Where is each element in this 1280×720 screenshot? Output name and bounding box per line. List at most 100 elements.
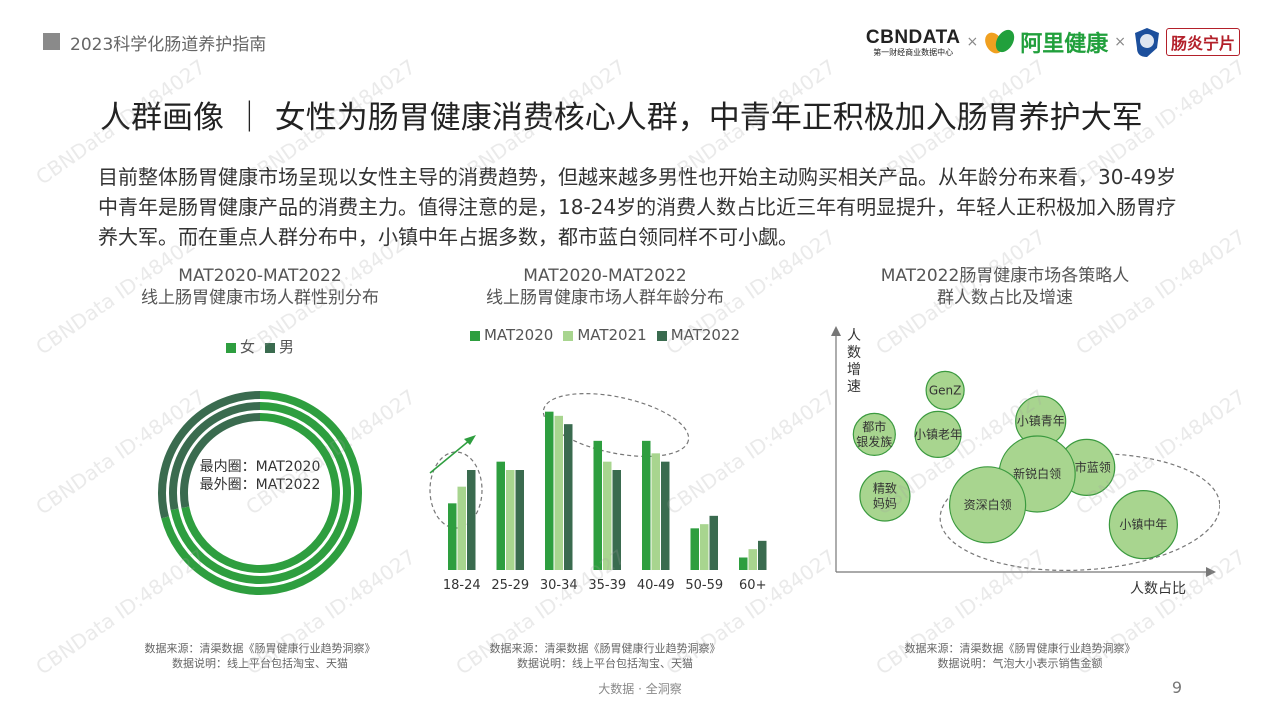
age-bar-chart: 18-24 25-29 30-34 35-39 40-49 50-59 60+	[429, 392, 767, 593]
age-chart-source: 数据来源：清渠数据《肠胃健康行业趋势洞察》 数据说明：线上平台包括淘宝、天猫	[440, 641, 770, 671]
bar-18-24-mat2022	[467, 470, 476, 570]
alihealth-leaf-icon	[985, 29, 1015, 54]
bubble-y-label: 人数增速	[847, 328, 861, 395]
x-tick-label-18-24: 18-24	[443, 578, 481, 593]
bubble-source-line1: 数据来源：清渠数据《肠胃健康行业趋势洞察》	[904, 642, 1136, 655]
alihealth-logo-text: 阿里健康	[1020, 32, 1109, 57]
legend-item-mat2021: MAT2021	[563, 326, 647, 344]
x-tick-label-25-29: 25-29	[491, 578, 529, 593]
legend-item-female: 女	[225, 336, 255, 357]
y-axis-arrow	[831, 326, 841, 336]
bar-60+-mat2022	[758, 540, 767, 570]
legend-item-male: 男	[265, 336, 294, 357]
growth-arrow	[429, 439, 471, 474]
page-headline: 人群画像 ｜ 女性为肠胃健康消费核心人群，中青年正积极加入肠胃养护大军	[100, 100, 1143, 136]
x-tick-label-30-34: 30-34	[540, 578, 578, 593]
bar-40-49-mat2021	[651, 453, 660, 570]
bar-35-39-mat2022	[612, 470, 621, 570]
x-tick-label-50-59: 50-59	[685, 578, 723, 593]
bubble-小镇老年	[914, 410, 962, 459]
donut-arc-mat2020-male	[180, 413, 261, 508]
cbndata-logo: CBNDATA 第一财经商业数据中心	[866, 28, 961, 57]
brand-logo-text: 肠炎宁片	[1165, 28, 1240, 56]
bubble-资深白领	[949, 466, 1027, 544]
age-chart-title: MAT2020-MAT2022 线上肠胃健康市场人群年龄分布	[440, 265, 770, 309]
legend-item-mat2020: MAT2020	[469, 326, 553, 344]
donut-center-label-outer: 最外圈：MAT2022	[200, 477, 321, 493]
report-title: 2023科学化肠道养护指南	[70, 35, 267, 55]
bubble-label-小镇老年: 小镇老年	[914, 427, 962, 441]
x-tick-label-35-39: 35-39	[588, 578, 626, 593]
bar-30-34-mat2022	[564, 424, 573, 570]
donut-arc-mat2021-male	[169, 402, 261, 511]
bar-50-59-mat2021	[700, 524, 709, 570]
donut-center-label-inner: 最内圈：MAT2020	[200, 459, 321, 475]
bar-30-34-mat2020	[545, 411, 554, 570]
bubble-精致妈妈	[859, 470, 911, 522]
gender-chart-title-line1: MAT2020-MAT2022	[178, 266, 342, 286]
bubble-label-资深白领: 资深白领	[964, 497, 1012, 512]
bubble-chart-title: MAT2022肠胃健康市场各策略人 群人数占比及增速	[840, 265, 1170, 309]
report-marker	[43, 33, 60, 50]
bar-25-29-mat2022	[515, 470, 524, 570]
summary-paragraph: 目前整体肠胃健康市场呈现以女性主导的消费趋势，但越来越多男性也开始主动购买相关产…	[98, 165, 1177, 249]
bar-35-39-mat2020	[593, 440, 602, 570]
x-tick-label-40-49: 40-49	[637, 578, 675, 593]
footer-tagline: 大数据 · 全洞察	[598, 682, 682, 696]
cbndata-logo-subtext: 第一财经商业数据中心	[873, 47, 954, 57]
bubble-GenZ	[925, 370, 965, 411]
donut-arc-mat2021-female	[170, 402, 351, 584]
bar-25-29-mat2021	[506, 470, 515, 570]
growth-arrow-head	[464, 435, 476, 445]
brand-shield-icon	[1134, 28, 1159, 57]
bubble-都市银发族	[852, 412, 896, 457]
bar-40-49-mat2022	[661, 461, 670, 570]
highlight-30-49	[542, 392, 690, 458]
alihealth-logo: 阿里健康	[984, 26, 1108, 58]
age-chart-title-line2: 线上肠胃健康市场人群年龄分布	[486, 288, 724, 308]
age-chart-title-line1: MAT2020-MAT2022	[523, 266, 687, 286]
age-legend: MAT2020 MAT2021 MAT2022	[440, 326, 770, 344]
bubble-小镇中年	[1108, 490, 1178, 560]
bubble-label-精致妈妈: 妈妈	[873, 497, 897, 511]
age-source-line2: 数据说明：线上平台包括淘宝、天猫	[517, 657, 693, 670]
gender-legend: 女 男	[160, 336, 360, 357]
gender-donut-chart: 最内圈：MAT2020 最外圈：MAT2022	[158, 391, 362, 595]
gender-chart-title-line2: 线上肠胃健康市场人群性别分布	[141, 288, 379, 308]
bubble-label-新锐白领: 新锐白领	[1013, 466, 1061, 481]
bar-50-59-mat2022	[709, 515, 718, 570]
x-axis-arrow	[1206, 567, 1216, 577]
bar-30-34-mat2021	[554, 415, 563, 570]
donut-arc-mat2022-male	[158, 391, 261, 519]
bubble-label-都市银发族: 银发族	[856, 434, 892, 449]
bubble-label-精致妈妈: 精致	[873, 482, 897, 496]
gender-chart-source: 数据来源：清渠数据《肠胃健康行业趋势洞察》 数据说明：线上平台包括淘宝、天猫	[100, 641, 420, 671]
times-sign-1: ×	[966, 34, 979, 50]
donut-arc-mat2020-female	[181, 413, 340, 573]
gender-chart-title: MAT2020-MAT2022 线上肠胃健康市场人群性别分布	[100, 265, 420, 309]
bubble-source-line2: 数据说明：气泡大小表示销售金额	[937, 657, 1103, 670]
bubble-chart-source: 数据来源：清渠数据《肠胃健康行业趋势洞察》 数据说明：气泡大小表示销售金额	[860, 641, 1180, 671]
bubble-label-GenZ: GenZ	[929, 383, 962, 397]
bar-18-24-mat2020	[448, 503, 457, 570]
donut-arc-mat2022-female	[161, 391, 362, 595]
page-number: 9	[1171, 678, 1182, 697]
x-tick-label-60+: 60+	[739, 578, 766, 593]
times-sign-2: ×	[1114, 34, 1126, 50]
gender-source-line1: 数据来源：清渠数据《肠胃健康行业趋势洞察》	[144, 642, 376, 655]
bubble-x-label: 人数占比	[1130, 581, 1186, 597]
partner-logos: CBNDATA 第一财经商业数据中心 × 阿里健康 × 肠炎宁片	[866, 22, 1240, 62]
gender-source-line2: 数据说明：线上平台包括淘宝、天猫	[172, 657, 348, 670]
bubble-chart-title-line1: MAT2022肠胃健康市场各策略人	[880, 266, 1130, 286]
bar-50-59-mat2020	[690, 528, 699, 570]
bubble-label-小镇青年: 小镇青年	[1017, 414, 1065, 428]
bar-35-39-mat2021	[603, 461, 612, 570]
cbndata-logo-text: CBNDATA	[865, 26, 961, 48]
bar-60+-mat2021	[748, 549, 757, 570]
bar-40-49-mat2020	[642, 440, 651, 570]
legend-item-mat2022: MAT2022	[656, 326, 740, 344]
bar-25-29-mat2020	[496, 461, 505, 570]
bar-18-24-mat2021	[457, 486, 466, 570]
age-source-line1: 数据来源：清渠数据《肠胃健康行业趋势洞察》	[489, 642, 721, 655]
